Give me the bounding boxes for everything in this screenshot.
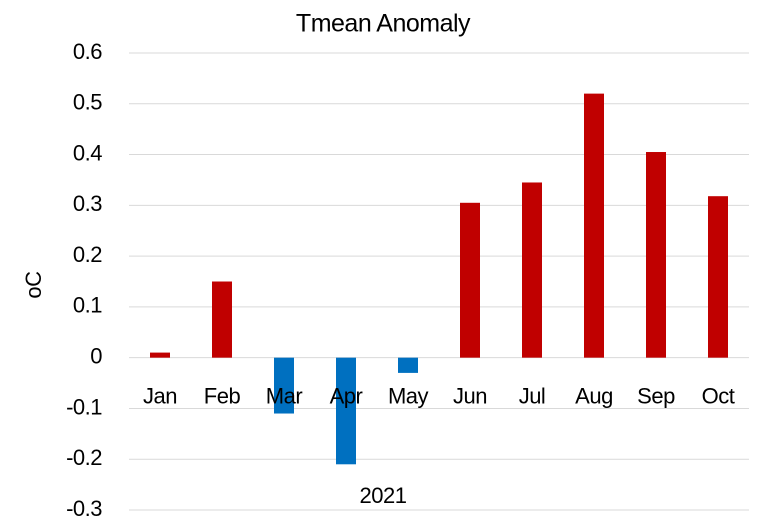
y-tick-label: 0.6 — [73, 39, 102, 64]
bar — [398, 357, 418, 373]
bar — [460, 202, 480, 358]
y-tick-label: 0.3 — [73, 191, 102, 216]
y-tick-label: -0.2 — [66, 445, 102, 470]
bar — [150, 352, 170, 358]
x-tick-label: May — [388, 383, 429, 408]
y-tick-label: 0.2 — [73, 242, 102, 267]
x-tick-label: Sep — [637, 383, 675, 408]
x-tick-label: Apr — [330, 383, 363, 408]
x-tick-label: Jun — [453, 383, 487, 408]
y-axis-label: oC — [21, 271, 46, 299]
y-tick-label: 0 — [90, 343, 102, 368]
y-tick-label: 0.5 — [73, 90, 102, 115]
y-tick-label: -0.1 — [66, 394, 102, 419]
bar — [274, 357, 294, 414]
x-tick-label: Mar — [266, 383, 303, 408]
bar — [212, 281, 232, 358]
x-tick-label: Feb — [204, 383, 241, 408]
x-tick-label: Oct — [702, 383, 735, 408]
x-tick-label: Aug — [575, 383, 613, 408]
bar — [522, 182, 542, 358]
x-axis-label: 2021 — [360, 483, 407, 508]
y-tick-label: 0.1 — [73, 293, 102, 318]
y-tick-label: 0.4 — [73, 140, 102, 165]
y-tick-label: -0.3 — [66, 496, 102, 521]
chart-title: Tmean Anomaly — [296, 10, 471, 38]
bar — [646, 152, 666, 358]
bar — [584, 93, 604, 358]
bar — [708, 196, 728, 358]
x-tick-label: Jan — [143, 383, 177, 408]
x-tick-label: Jul — [519, 383, 546, 408]
bar — [336, 357, 356, 465]
